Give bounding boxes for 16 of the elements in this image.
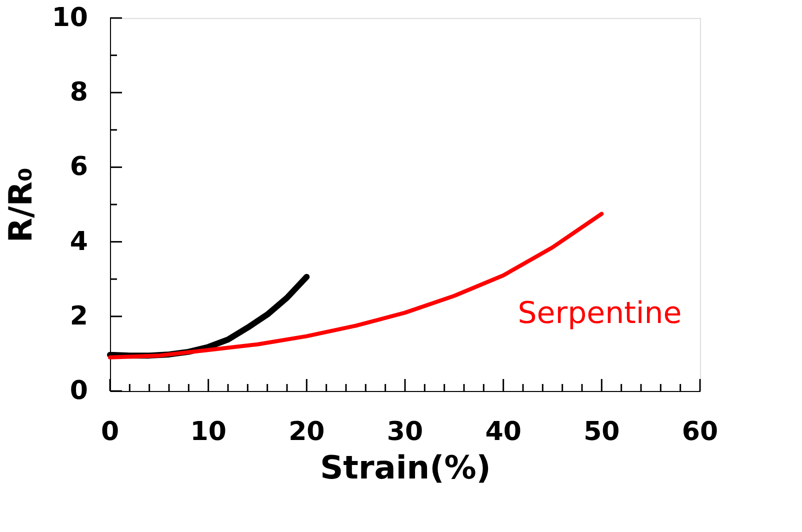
y-tick-label: 2 xyxy=(70,301,88,332)
x-tick-label: 0 xyxy=(100,417,120,447)
x-tick-label: 30 xyxy=(386,417,424,447)
series-label: Serpentine xyxy=(518,296,682,331)
x-tick-label: 50 xyxy=(584,417,620,447)
x-tick-label: 40 xyxy=(485,417,522,447)
y-tick-label: 4 xyxy=(70,226,88,257)
y-tick-label: 6 xyxy=(70,152,88,182)
x-axis-title: Strain(%) xyxy=(320,448,491,486)
y-tick-label: 0 xyxy=(70,376,88,406)
y-tick-label: 10 xyxy=(52,3,88,33)
y-axis-title: R/R₀ xyxy=(2,168,40,242)
x-tick-label: 10 xyxy=(190,417,226,447)
y-tick-label: 8 xyxy=(70,78,88,108)
x-tick-label: 60 xyxy=(682,417,718,447)
x-tick-label: 20 xyxy=(288,417,325,447)
